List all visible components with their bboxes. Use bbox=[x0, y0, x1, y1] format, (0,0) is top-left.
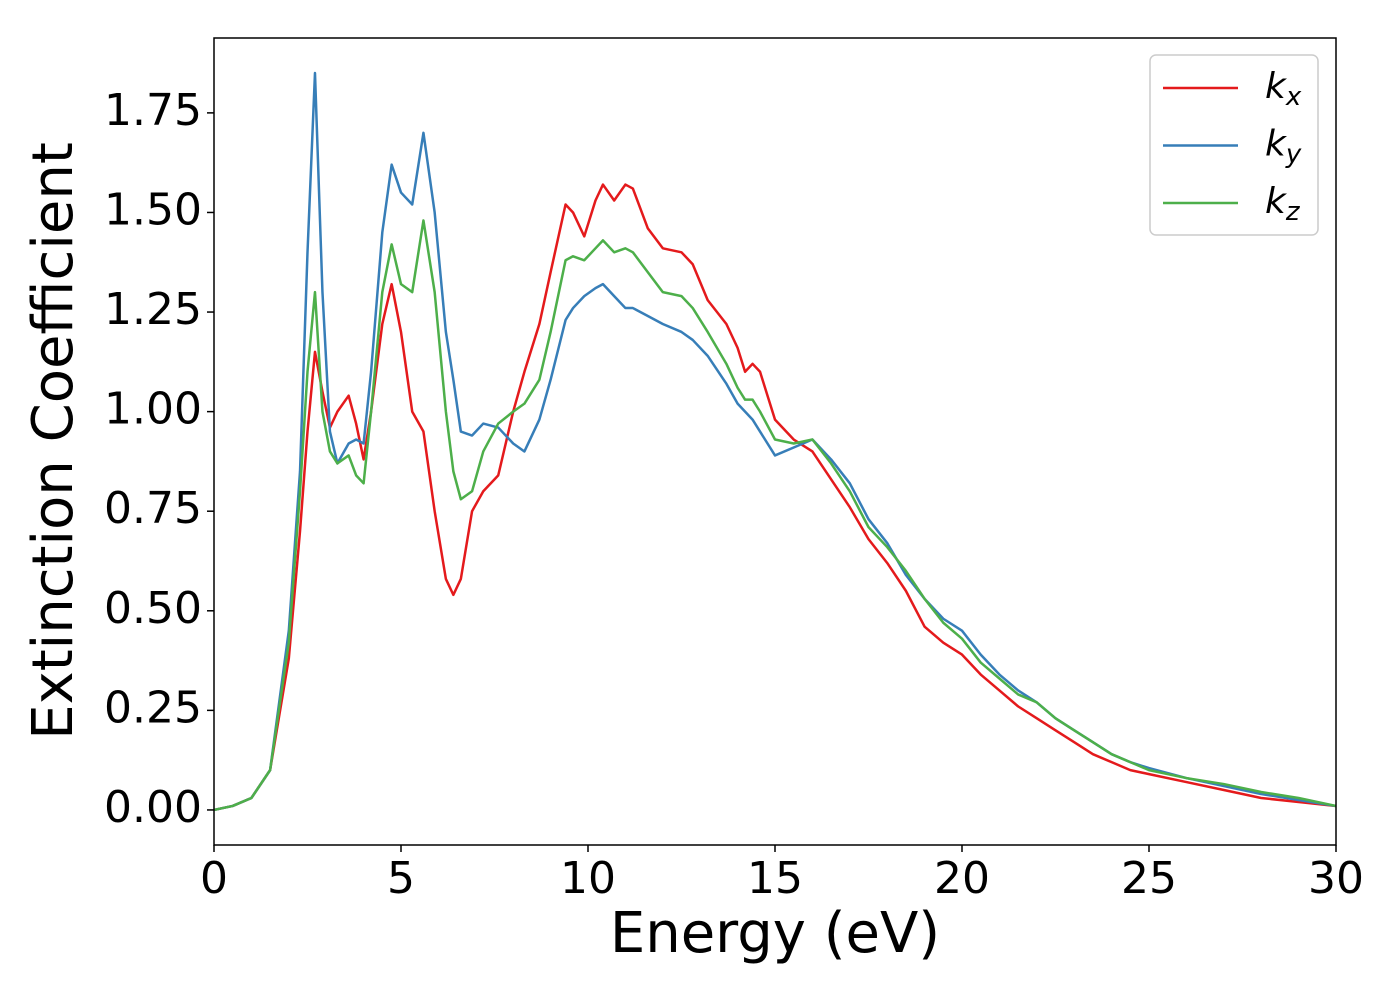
y-tick-label: 0.75 bbox=[104, 483, 202, 534]
plot-frame bbox=[213, 37, 1337, 846]
series-line bbox=[213, 219, 1337, 812]
x-tick-label: 15 bbox=[747, 853, 803, 904]
x-tick-label: 25 bbox=[1121, 853, 1177, 904]
x-axis-label: Energy (eV) bbox=[610, 901, 940, 966]
x-tick-label: 30 bbox=[1308, 853, 1364, 904]
y-axis-label: Extinction Coefficient bbox=[21, 142, 86, 740]
legend-label: kx bbox=[1265, 66, 1302, 112]
y-tick-label: 0.50 bbox=[104, 583, 202, 634]
legend: kx ky kz bbox=[1149, 54, 1319, 236]
legend-label: kz bbox=[1265, 181, 1301, 227]
y-tick-label: 1.25 bbox=[104, 284, 202, 335]
series-line bbox=[213, 71, 1337, 812]
y-tick-label: 1.75 bbox=[104, 85, 202, 136]
y-tick-label: 1.50 bbox=[104, 184, 202, 235]
y-tick-label: 1.00 bbox=[104, 384, 202, 435]
legend-label: ky bbox=[1265, 124, 1302, 170]
y-tick-label: 0.00 bbox=[104, 782, 202, 833]
series-line bbox=[213, 183, 1337, 812]
x-tick-label: 20 bbox=[934, 853, 990, 904]
x-tick-label: 5 bbox=[387, 853, 415, 904]
x-tick-label: 10 bbox=[560, 853, 616, 904]
y-tick-label: 0.25 bbox=[104, 682, 202, 733]
x-tick-label: 0 bbox=[200, 853, 228, 904]
